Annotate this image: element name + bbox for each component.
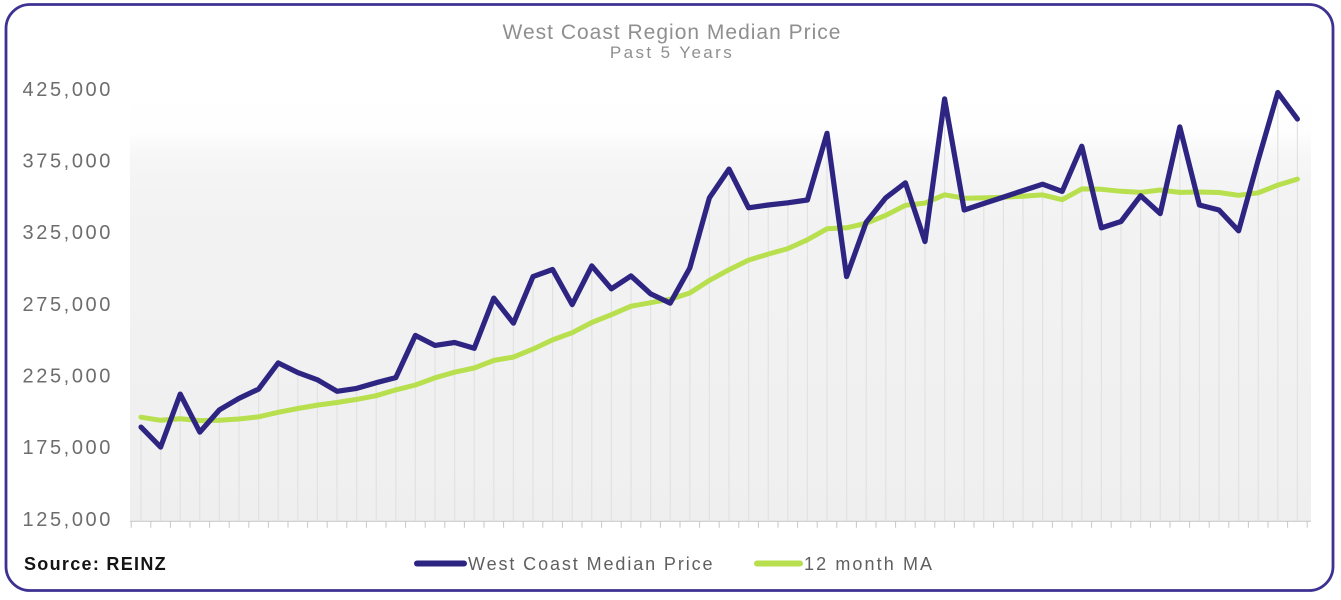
svg-text:175,000: 175,000 [23,437,114,459]
svg-text:275,000: 275,000 [23,294,114,316]
svg-text:225,000: 225,000 [23,366,114,388]
svg-text:325,000: 325,000 [23,222,114,244]
svg-text:125,000: 125,000 [23,509,114,531]
svg-text:12 month MA: 12 month MA [804,554,934,574]
svg-text:West Coast Median Price: West Coast Median Price [468,554,714,574]
svg-text:West Coast Region Median Price: West Coast Region Median Price [503,21,842,44]
svg-text:375,000: 375,000 [23,151,114,173]
svg-text:Source: REINZ: Source: REINZ [24,554,167,574]
svg-text:425,000: 425,000 [23,79,114,101]
svg-text:Past 5 Years: Past 5 Years [610,43,734,62]
